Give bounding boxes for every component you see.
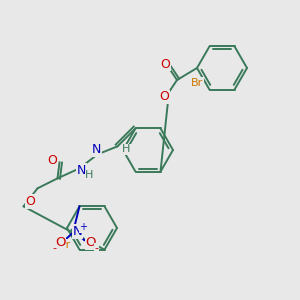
Text: O: O (159, 91, 169, 103)
Text: -: - (94, 243, 98, 253)
Text: Br: Br (59, 240, 72, 250)
Text: O: O (160, 58, 170, 70)
Text: O: O (55, 236, 66, 249)
Text: N: N (77, 164, 86, 177)
Text: H: H (85, 170, 94, 180)
Text: O: O (48, 154, 57, 167)
Text: Br: Br (191, 78, 204, 88)
Text: +: + (80, 222, 88, 232)
Text: O: O (85, 236, 96, 249)
Text: -: - (52, 243, 56, 253)
Text: O: O (26, 195, 35, 208)
Text: N: N (73, 225, 82, 238)
Text: N: N (92, 143, 101, 156)
Text: H: H (122, 144, 131, 154)
